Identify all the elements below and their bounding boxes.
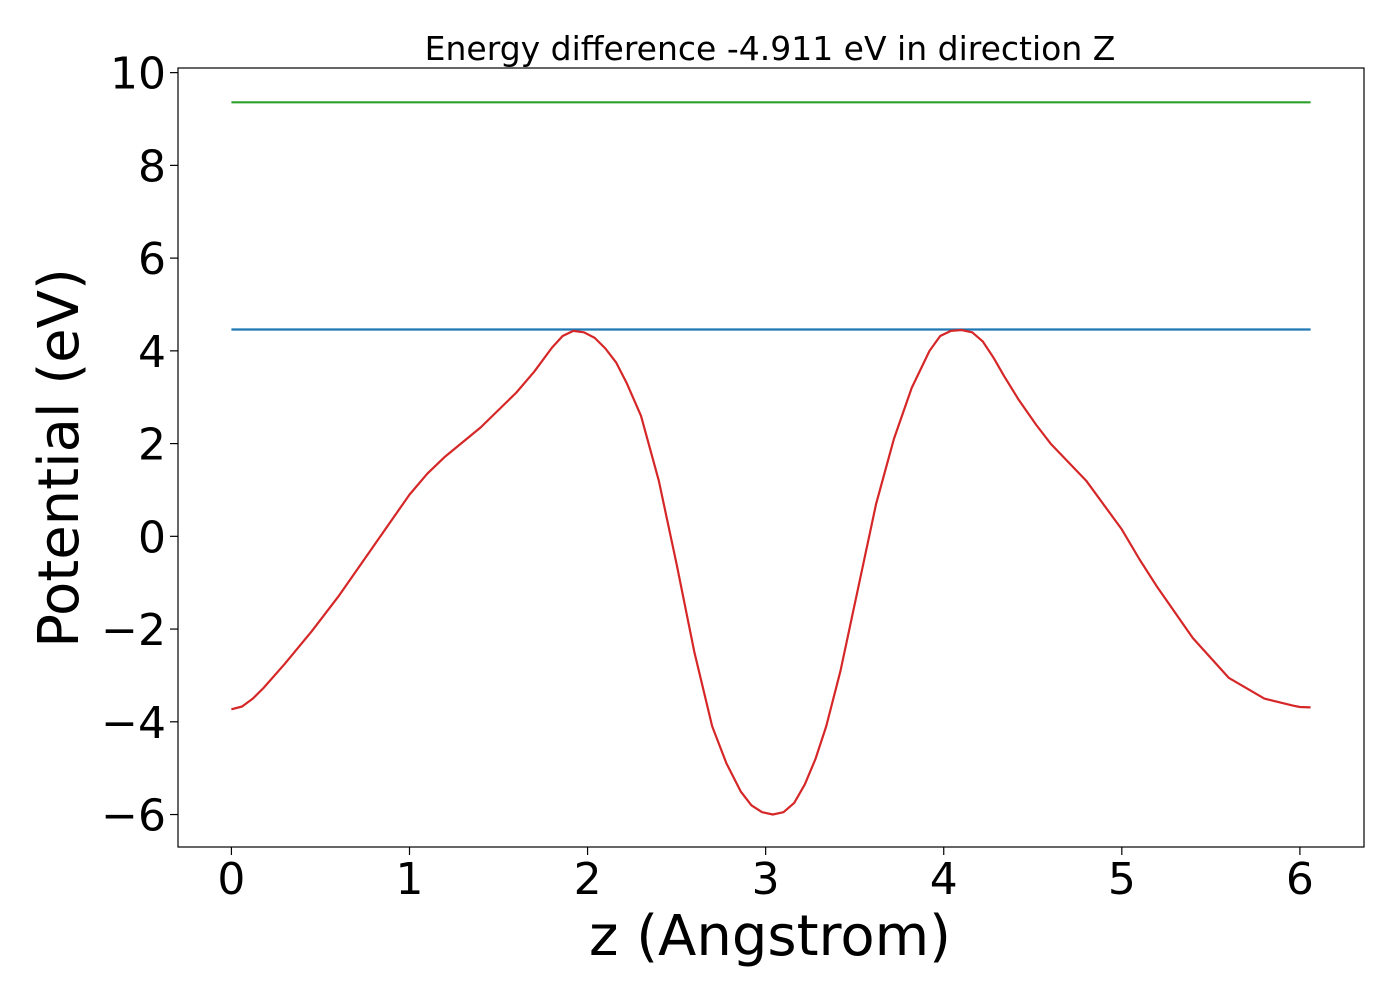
plot-frame (177, 67, 1365, 848)
y-tick-label: 2 (138, 420, 166, 471)
potential-curve (231, 328, 1311, 816)
x-axis-label: z (Angstrom) (589, 904, 951, 969)
x-tick-label: 0 (217, 854, 245, 905)
y-axis: −6 −4 −2 0 2 4 6 8 10 (101, 49, 178, 842)
x-tick-label: 6 (1286, 854, 1314, 905)
x-tick-label: 1 (396, 854, 424, 905)
x-axis: 0 1 2 3 4 5 6 (217, 847, 1314, 905)
y-axis-label: Potential (eV) (27, 268, 92, 648)
y-tick-label: −4 (101, 698, 166, 749)
x-tick-label: 4 (930, 854, 958, 905)
y-tick-label: −2 (101, 605, 166, 656)
x-tick-label: 5 (1108, 854, 1136, 905)
y-tick-label: 8 (138, 141, 166, 192)
y-tick-label: 4 (138, 327, 166, 378)
y-tick-label: 6 (138, 234, 166, 285)
x-tick-label: 2 (574, 854, 602, 905)
chart-title: Energy difference -4.911 eV in direction… (425, 29, 1116, 68)
series-layer (231, 101, 1311, 816)
y-tick-label: 10 (110, 49, 166, 100)
y-tick-label: −6 (101, 791, 166, 842)
y-tick-label: 0 (138, 512, 166, 563)
x-tick-label: 3 (752, 854, 780, 905)
